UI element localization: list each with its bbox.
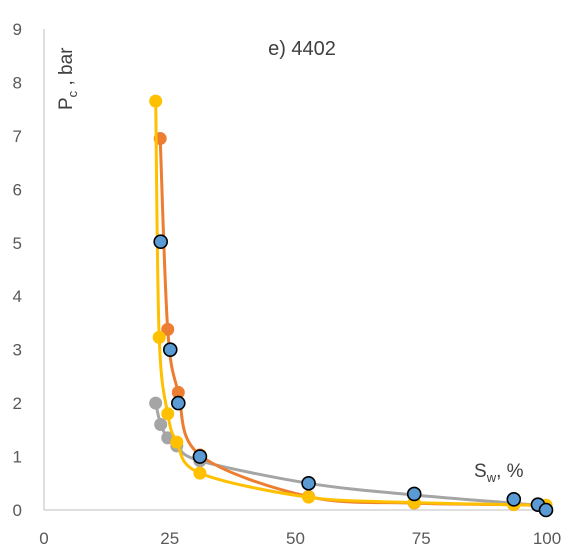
series-4 — [153, 234, 554, 518]
data-point — [161, 322, 175, 336]
y-axis-label-suffix: , bar — [56, 47, 77, 91]
y-tick-label: 5 — [13, 234, 22, 253]
data-point — [161, 407, 175, 421]
data-point — [171, 385, 185, 399]
y-tick-label: 6 — [13, 180, 22, 199]
x-tick-label: 75 — [412, 529, 431, 548]
x-tick-label: 50 — [286, 529, 305, 548]
x-axis-label-sub: w — [486, 470, 497, 485]
data-point — [153, 234, 168, 250]
data-point — [171, 395, 186, 411]
series-layer — [149, 94, 554, 518]
data-point — [302, 490, 316, 504]
x-tick-label: 100 — [533, 529, 561, 548]
x-axis-label-suffix: , % — [496, 461, 524, 482]
x-tick-label: 0 — [39, 529, 48, 548]
data-point — [538, 502, 554, 518]
y-tick-label: 3 — [13, 341, 22, 360]
chart-title: e) 4402 — [268, 38, 336, 60]
data-point — [152, 330, 166, 344]
y-tick-label: 9 — [13, 20, 22, 39]
data-point — [170, 435, 184, 449]
y-tick-label: 0 — [13, 501, 22, 520]
data-point — [162, 342, 178, 357]
data-point — [301, 475, 316, 491]
data-point — [406, 486, 422, 502]
y-tick-label: 8 — [13, 73, 22, 92]
y-axis-label-main: P — [56, 97, 77, 110]
y-tick-label: 1 — [13, 448, 22, 467]
y-axis-label-sub: c — [65, 90, 80, 97]
y-axis-label: Pc , bar — [56, 47, 80, 110]
x-axis-label-main: S — [474, 461, 487, 482]
data-point — [149, 396, 163, 410]
axes: 0 1 2 3 4 5 6 7 8 9 0 25 50 75 100 — [13, 20, 562, 548]
data-point — [506, 492, 522, 507]
y-tick-label: 2 — [13, 394, 22, 413]
data-point — [154, 417, 168, 431]
data-point — [192, 449, 208, 464]
series-line — [154, 402, 552, 509]
x-tick-label: 25 — [160, 529, 179, 548]
y-tick-label: 7 — [13, 127, 22, 146]
data-point — [193, 466, 207, 480]
data-point — [149, 94, 163, 108]
x-axis-label: Sw, % — [474, 461, 524, 485]
y-tick-label: 4 — [13, 287, 22, 306]
